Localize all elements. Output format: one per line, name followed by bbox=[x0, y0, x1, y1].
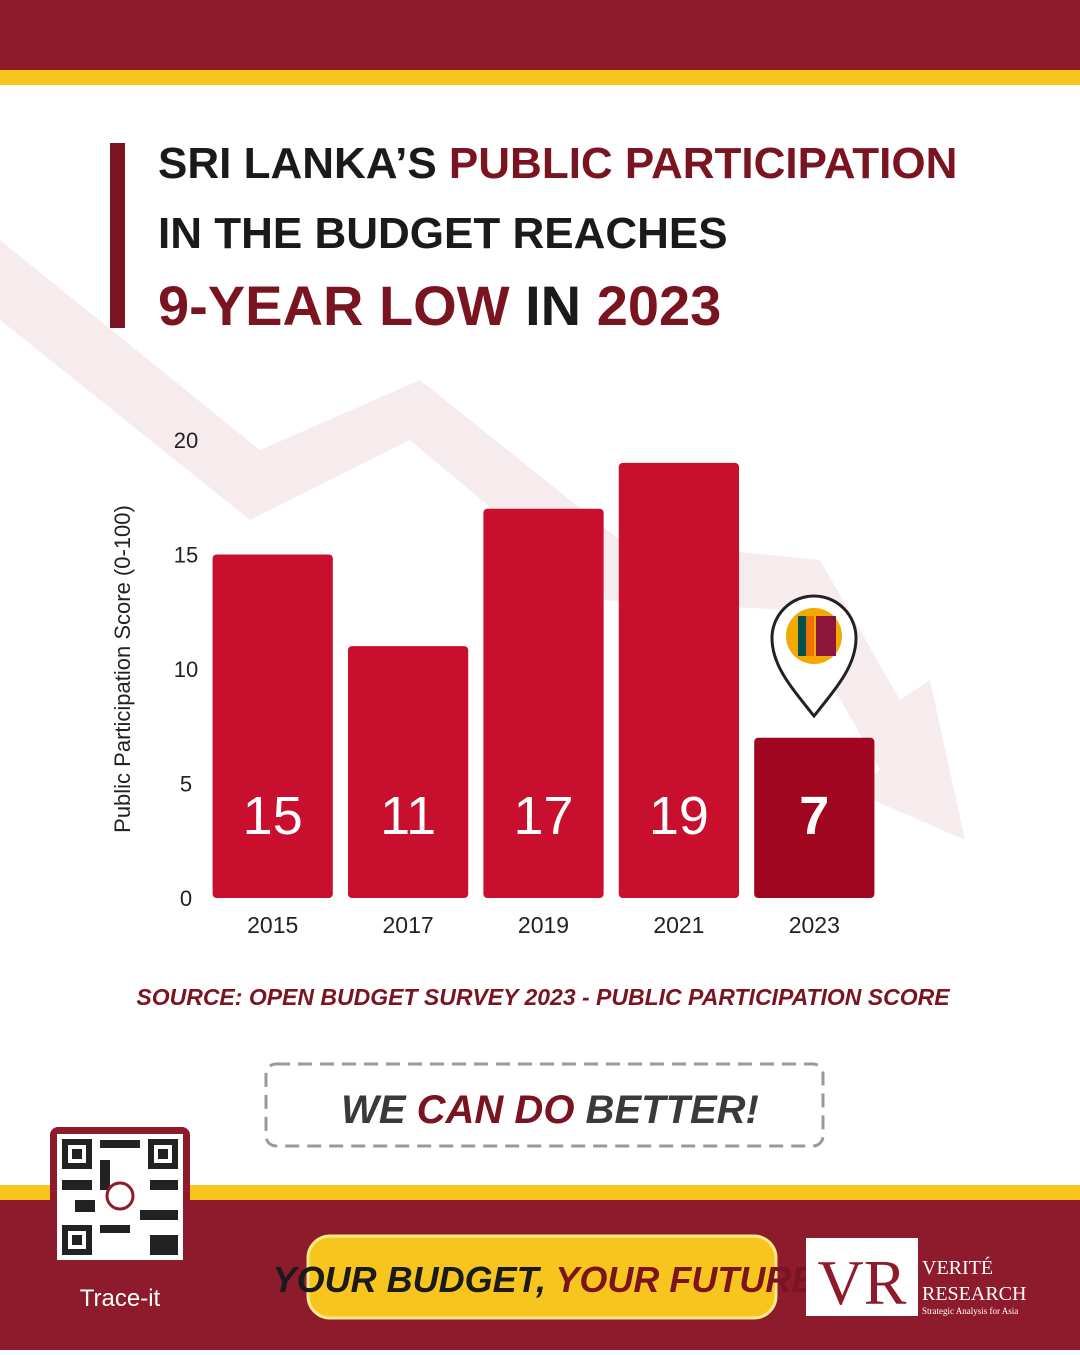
top-stripe bbox=[0, 70, 1080, 85]
text-segment: IN bbox=[510, 274, 597, 337]
text-segment: 9-YEAR LOW bbox=[158, 274, 510, 337]
qr-label: Trace-it bbox=[80, 1285, 161, 1312]
tagline-box bbox=[306, 1234, 778, 1320]
title: SRI LANKA’S PUBLIC PARTICIPATION IN THE B… bbox=[158, 139, 957, 337]
text-segment: YOUR FUTURE bbox=[555, 1259, 816, 1300]
value-label: 17 bbox=[513, 786, 573, 846]
chart: Public Participation Score (0-100) 0 5 10 15… bbox=[110, 428, 875, 938]
value-label: 15 bbox=[243, 786, 303, 846]
x-tick-label: 2021 bbox=[653, 912, 704, 938]
value-label: 7 bbox=[799, 786, 829, 846]
source: SOURCE: OPEN BUDGET SURVEY 2023 - PUBLIC… bbox=[136, 984, 950, 1010]
text-segment: CAN DO bbox=[417, 1088, 575, 1132]
text-segment: YOUR BUDGET, bbox=[273, 1259, 556, 1300]
y-axis-label: Public Participation Score (0-100) bbox=[110, 505, 135, 833]
bar bbox=[754, 737, 875, 898]
qr-code bbox=[50, 1127, 190, 1316]
slogan-box bbox=[264, 1062, 825, 1148]
top-band bbox=[0, 0, 1080, 70]
title-line: SRI LANKA’S PUBLIC PARTICIPATION bbox=[158, 139, 957, 188]
logo-name: RESEARCH bbox=[922, 1283, 1026, 1305]
bar bbox=[347, 646, 469, 898]
text-segment: BETTER! bbox=[574, 1088, 758, 1132]
x-tick-label: 2017 bbox=[383, 912, 434, 938]
bar bbox=[618, 462, 740, 898]
title-line: IN THE BUDGET REACHES bbox=[158, 209, 728, 258]
text-segment: WE bbox=[341, 1088, 417, 1132]
bottom-stripe bbox=[0, 1185, 1080, 1200]
tagline: YOUR BUDGET, YOUR FUTURE bbox=[273, 1259, 817, 1300]
x-tick-label: 2019 bbox=[518, 912, 569, 938]
slogan: WE CAN DO BETTER! bbox=[341, 1088, 759, 1132]
bar bbox=[483, 508, 604, 898]
x-tick-label: 2015 bbox=[247, 912, 298, 938]
logo-box bbox=[806, 1238, 918, 1316]
text-segment: 2023 bbox=[597, 274, 722, 337]
location-pin bbox=[770, 594, 858, 719]
bar bbox=[212, 554, 333, 898]
y-tick-label: 15 bbox=[174, 543, 198, 568]
value-label: 19 bbox=[649, 786, 709, 846]
y-tick-label: 0 bbox=[180, 886, 192, 911]
logo-mark: VR bbox=[818, 1247, 907, 1318]
y-tick-label: 10 bbox=[174, 657, 198, 682]
logo-name: VERITÉ bbox=[922, 1256, 993, 1279]
x-tick-label: 2023 bbox=[789, 912, 840, 938]
title-bar bbox=[110, 143, 125, 328]
title-line: 9-YEAR LOW IN 2023 bbox=[158, 274, 721, 337]
y-tick-label: 5 bbox=[180, 772, 192, 797]
text-segment: PUBLIC PARTICIPATION bbox=[449, 139, 957, 188]
value-label: 11 bbox=[380, 786, 436, 846]
y-tick-label: 20 bbox=[174, 428, 198, 453]
text-segment: SRI LANKA’S bbox=[158, 139, 449, 188]
text-segment: IN THE BUDGET REACHES bbox=[158, 209, 728, 258]
logo-tagline: Strategic Analysis for Asia bbox=[922, 1306, 1018, 1316]
